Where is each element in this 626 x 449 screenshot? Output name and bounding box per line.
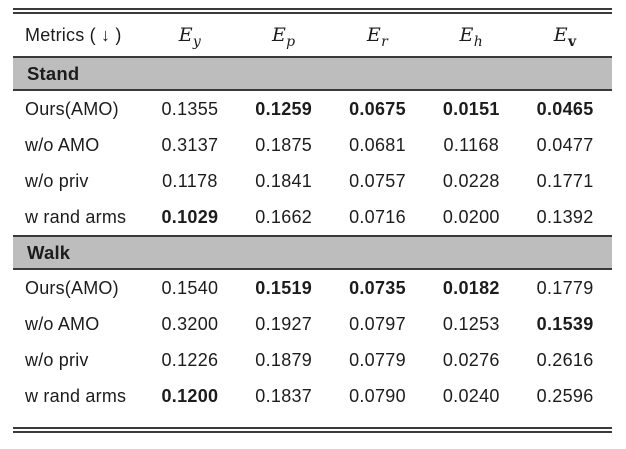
metric-value: 0.1779 [536,277,594,298]
row-label: w rand arms [25,206,127,227]
column-header-e-r: Er [331,24,425,49]
metric-subscript: p [286,33,296,50]
metric-value: 0.3200 [161,313,219,334]
metric-subscript: r [381,33,389,50]
ablation-results-table: Metrics ( ↓ ) Ey Ep Er Eh Ev Stand Ours(… [13,8,612,433]
metric-value: 0.0779 [349,349,406,370]
metric-value: 0.0716 [349,206,406,227]
metric-value: 0.2596 [536,385,594,406]
table-header-row: Metrics ( ↓ ) Ey Ep Er Eh Ev [13,14,612,56]
table-row: w rand arms 0.1200 0.1837 0.0790 0.0240 … [13,378,612,414]
row-label: Ours(AMO) [25,98,119,119]
metric-value: 0.1837 [255,385,313,406]
metrics-column-header: Metrics ( ↓ ) [25,24,122,45]
metric-value: 0.1253 [442,313,500,334]
metric-value: 0.0735 [349,277,406,298]
metric-value: 0.0797 [349,313,406,334]
metric-value: 0.1841 [255,170,313,191]
metric-subscript: h [473,33,484,50]
metric-value: 0.1226 [161,349,219,370]
row-label: Ours(AMO) [25,277,119,298]
metric-subscript: v [567,33,577,50]
section-header-walk: Walk [13,237,612,268]
metric-value: 0.0675 [349,98,406,119]
table-row: w/o priv 0.1178 0.1841 0.0757 0.0228 0.1… [13,163,612,199]
table-top-double-rule [13,8,612,14]
metric-value: 0.0228 [442,170,500,191]
row-label: w/o priv [25,170,89,191]
metric-value: 0.1200 [161,385,219,406]
metric-value: 0.1029 [161,206,219,227]
metric-value: 0.1355 [161,98,219,119]
metric-value: 0.1662 [255,206,313,227]
column-header-e-p: Ep [237,24,331,49]
table-bottom-double-rule [13,427,612,433]
row-label: w/o AMO [25,313,100,334]
table-row: w/o AMO 0.3200 0.1927 0.0797 0.1253 0.15… [13,306,612,342]
metric-value: 0.1540 [161,277,219,298]
metric-value: 0.0276 [442,349,500,370]
metric-value: 0.0477 [536,134,594,155]
metric-value: 0.1178 [162,170,218,191]
table-row: w/o priv 0.1226 0.1879 0.0779 0.0276 0.2… [13,342,612,378]
metric-value: 0.1259 [255,98,313,119]
metric-value: 0.0757 [349,170,406,191]
table-rule [13,268,612,270]
metric-value: 0.1875 [255,134,313,155]
column-header-e-v: Ev [518,24,612,49]
table-row: w rand arms 0.1029 0.1662 0.0716 0.0200 … [13,199,612,235]
metric-value: 0.1539 [536,313,594,334]
metric-value: 0.3137 [161,134,219,155]
metric-value: 0.1392 [536,206,594,227]
table-row: Ours(AMO) 0.1540 0.1519 0.0735 0.0182 0.… [13,270,612,306]
row-label: w/o priv [25,349,89,370]
metric-value: 0.0151 [442,98,500,119]
table-bottom-spacer [13,414,612,427]
table-row: w/o AMO 0.3137 0.1875 0.0681 0.1168 0.04… [13,127,612,163]
column-header-e-y: Ey [143,24,237,49]
metric-symbol: E [178,24,193,46]
metric-symbol: E [459,24,474,46]
metric-value: 0.0240 [442,385,500,406]
metric-value: 0.1168 [443,134,500,155]
metric-subscript: y [192,33,202,50]
metric-value: 0.0465 [536,98,594,119]
metric-value: 0.0681 [349,134,406,155]
metric-value: 0.0182 [442,277,500,298]
metric-symbol: E [271,24,287,46]
metric-value: 0.1519 [255,277,313,298]
row-label: w rand arms [25,385,127,406]
metric-value: 0.2616 [536,349,594,370]
row-label: w/o AMO [25,134,100,155]
metric-value: 0.1879 [255,349,313,370]
column-header-e-h: Eh [424,24,518,49]
section-header-stand: Stand [13,58,612,89]
table-rule [13,56,612,58]
metric-value: 0.1771 [536,170,594,191]
table-rule [13,235,612,237]
metric-value: 0.1927 [255,313,313,334]
metric-symbol: E [366,24,382,46]
metric-value: 0.0790 [349,385,406,406]
table-row: Ours(AMO) 0.1355 0.1259 0.0675 0.0151 0.… [13,91,612,127]
metric-value: 0.0200 [442,206,500,227]
metric-symbol: E [553,24,568,46]
table-rule [13,89,612,91]
